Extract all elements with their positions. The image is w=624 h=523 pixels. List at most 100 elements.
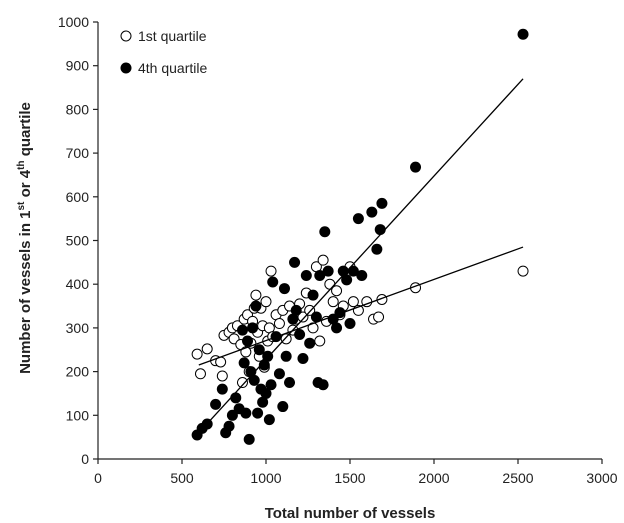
- y-axis-title-part3: quartile: [17, 102, 34, 160]
- x-tick-label: 500: [170, 470, 194, 486]
- y-axis-title: Number of vessels in 1st or 4th quartile: [16, 102, 34, 374]
- x-axis-ticks: 0 500 1000 1500 2000 2500 3000: [94, 459, 618, 486]
- data-point: [252, 407, 264, 419]
- data-point: [240, 407, 252, 419]
- data-point: [304, 304, 316, 316]
- data-point: [280, 333, 292, 345]
- data-point: [260, 387, 272, 399]
- data-point: [250, 289, 262, 301]
- y-tick-label: 0: [81, 451, 89, 467]
- data-point: [262, 350, 274, 362]
- data-point: [310, 311, 322, 323]
- data-point: [284, 377, 296, 389]
- y-tick-label: 600: [66, 189, 90, 205]
- data-point: [290, 304, 302, 316]
- data-point: [287, 313, 299, 325]
- data-point: [319, 226, 331, 238]
- data-point: [294, 328, 306, 340]
- data-point: [216, 370, 228, 382]
- data-point: [289, 256, 301, 268]
- data-point: [304, 337, 316, 349]
- y-tick-label: 300: [66, 320, 90, 336]
- y-axis-title-part2: or 4: [17, 169, 34, 201]
- data-point: [248, 374, 260, 386]
- data-point: [250, 300, 262, 312]
- data-point: [300, 269, 312, 281]
- data-point: [331, 285, 343, 297]
- data-point: [223, 420, 235, 432]
- data-point: [344, 318, 356, 330]
- series-layer: [191, 28, 529, 445]
- data-point: [201, 343, 213, 355]
- y-axis-title-part1: Number of vessels in 1: [17, 211, 34, 374]
- data-point: [253, 344, 265, 356]
- legend-marker-1st-quartile: [120, 30, 132, 42]
- data-point: [263, 414, 275, 426]
- y-tick-label: 500: [66, 233, 90, 249]
- data-point: [337, 265, 349, 277]
- data-point: [260, 296, 272, 308]
- data-point: [265, 265, 277, 277]
- trendline-4th-quartile: [198, 78, 524, 434]
- data-point: [257, 396, 269, 408]
- x-axis-title: Total number of vessels: [265, 505, 436, 522]
- data-point: [517, 265, 529, 277]
- data-point: [238, 357, 250, 369]
- data-point: [371, 243, 383, 255]
- data-point: [366, 206, 378, 218]
- data-point: [347, 296, 359, 308]
- data-point: [242, 335, 254, 347]
- data-point: [273, 318, 285, 330]
- data-point: [317, 254, 329, 266]
- data-point: [356, 269, 368, 281]
- y-axis-ticks: 0 100 200 300 400 500 600 700 800 900 1000: [58, 14, 98, 467]
- data-point: [410, 161, 422, 173]
- y-axis-title-sup2: th: [16, 160, 27, 169]
- data-point: [191, 348, 203, 360]
- data-point: [265, 379, 277, 391]
- data-point: [245, 366, 257, 378]
- plot-area: [191, 28, 529, 445]
- y-tick-label: 1000: [58, 14, 89, 30]
- x-tick-label: 0: [94, 470, 102, 486]
- y-axis-title-sup1: st: [16, 201, 27, 211]
- trendline-layer: [198, 78, 524, 434]
- data-point: [373, 311, 385, 323]
- data-point: [517, 28, 529, 40]
- data-point: [327, 296, 339, 308]
- data-point: [236, 377, 248, 389]
- data-point: [230, 392, 242, 404]
- data-point: [278, 283, 290, 295]
- data-point: [210, 398, 222, 410]
- data-point: [243, 433, 255, 445]
- data-point: [236, 324, 248, 336]
- data-point: [314, 269, 326, 281]
- data-point: [331, 322, 343, 334]
- y-tick-label: 200: [66, 364, 90, 380]
- x-tick-label: 1500: [334, 470, 365, 486]
- data-point: [314, 335, 326, 347]
- data-point: [247, 322, 259, 334]
- data-point: [347, 265, 359, 277]
- data-point: [307, 289, 319, 301]
- data-point: [194, 368, 206, 380]
- y-tick-label: 400: [66, 276, 90, 292]
- data-point: [341, 274, 353, 286]
- data-point: [216, 383, 228, 395]
- legend-label-4th-quartile: 4th quartile: [138, 60, 207, 76]
- data-point: [280, 350, 292, 362]
- data-point: [267, 276, 279, 288]
- data-point: [258, 359, 270, 371]
- data-point: [297, 311, 309, 323]
- legend: 1st quartile 4th quartile: [120, 28, 207, 76]
- y-tick-label: 900: [66, 58, 90, 74]
- data-point: [352, 213, 364, 225]
- data-point: [322, 265, 334, 277]
- y-tick-label: 700: [66, 145, 90, 161]
- series-4th-quartile: [191, 28, 529, 445]
- x-tick-label: 2500: [502, 470, 533, 486]
- data-point: [277, 401, 289, 413]
- legend-marker-4th-quartile: [120, 62, 132, 74]
- data-point: [273, 368, 285, 380]
